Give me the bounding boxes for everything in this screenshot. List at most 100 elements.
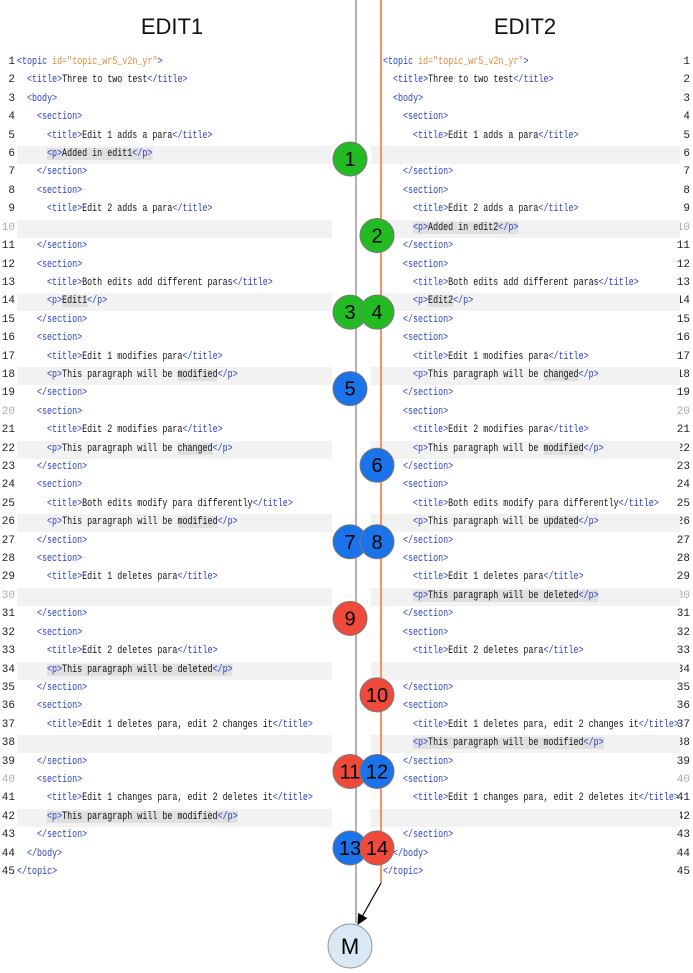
marker-circle bbox=[332, 141, 368, 177]
line-number: 42 bbox=[1, 810, 15, 823]
xml-tag: </section> bbox=[403, 681, 454, 694]
marker-circle bbox=[359, 294, 395, 330]
xml-tag: </title> bbox=[598, 276, 639, 289]
code-line: <p>This paragraph will be modified</p> bbox=[17, 514, 332, 533]
xml-tag: </p> bbox=[132, 148, 153, 161]
code-line: <title>Edit 2 adds a para</title> bbox=[371, 201, 680, 219]
xml-tag: <section> bbox=[37, 332, 83, 345]
code-line: <section> bbox=[17, 551, 332, 569]
xml-tag: <title> bbox=[413, 276, 449, 289]
xml-tag: <p> bbox=[413, 442, 429, 455]
code-line: <p>This paragraph will be deleted</p> bbox=[371, 587, 680, 606]
line-number: 21 bbox=[676, 424, 690, 437]
xml-tag: </topic> bbox=[383, 866, 424, 879]
change-marker-10: 10 bbox=[359, 677, 395, 713]
code-line: </section> bbox=[371, 680, 680, 698]
xml-tag: </title> bbox=[638, 718, 679, 731]
code-line: <section> bbox=[371, 625, 680, 643]
marker-circle bbox=[359, 524, 395, 560]
text: Edit 1 deletes para bbox=[82, 571, 178, 584]
changed-text: Edit1 bbox=[62, 295, 88, 308]
code-line: <p>Edit2</p> bbox=[371, 293, 680, 312]
xml-tag: </title> bbox=[618, 497, 659, 510]
change-marker-5: 5 bbox=[332, 371, 368, 407]
changed-text: changed bbox=[543, 368, 579, 381]
code-line: </section> bbox=[371, 533, 680, 551]
line-number: 20 bbox=[676, 405, 690, 418]
marker-label: 9 bbox=[344, 608, 355, 630]
marker-label: 14 bbox=[366, 838, 388, 860]
xml-tag: <title> bbox=[413, 497, 449, 510]
line-number: 20 bbox=[1, 405, 15, 418]
code-line: <topic id="topic_wr5_v2n_yr"> bbox=[17, 54, 332, 72]
line-number: 9 bbox=[8, 203, 15, 216]
line-number: 38 bbox=[1, 737, 15, 750]
xml-tag: </title> bbox=[182, 350, 223, 363]
xml-attribute: id="topic_wr5_v2n_yr" bbox=[52, 56, 158, 68]
line-number: 1 bbox=[8, 56, 15, 68]
line-number: 25 bbox=[1, 497, 15, 510]
code-line: <p>This paragraph will be modified</p> bbox=[371, 735, 680, 754]
xml-tag: </p> bbox=[583, 442, 604, 455]
line-number: 22 bbox=[676, 442, 690, 455]
line-number: 27 bbox=[676, 534, 690, 547]
line-number: 10 bbox=[1, 221, 15, 234]
line-number: 35 bbox=[676, 681, 690, 694]
xml-tag: <p> bbox=[47, 810, 63, 823]
code-line: <section> bbox=[371, 404, 680, 422]
code-line: <title>Edit 2 deletes para</title> bbox=[371, 643, 680, 661]
xml-tag: <title> bbox=[47, 718, 83, 731]
code-line bbox=[17, 587, 332, 606]
change-marker-2: 2 bbox=[359, 218, 395, 254]
code-line: <title>Both edits add different paras</t… bbox=[371, 275, 680, 293]
text: Edit 2 adds a para bbox=[82, 203, 173, 216]
code-line: <p>Added in edit2</p> bbox=[371, 219, 680, 238]
edit1-header: EDIT1 bbox=[140, 14, 204, 39]
changed-text: <p>Added in edit2</p> bbox=[413, 221, 519, 234]
changed-text: <p>This paragraph will be deleted</p> bbox=[47, 663, 233, 676]
xml-tag: <p> bbox=[413, 221, 429, 234]
marker-label: 1 bbox=[344, 149, 355, 171]
code-line: <title>Edit 1 deletes para</title> bbox=[371, 569, 680, 587]
line-number: 5 bbox=[8, 129, 15, 142]
code-line: </section> bbox=[17, 754, 332, 772]
code-line: </topic> bbox=[371, 864, 680, 882]
code-line: <p>This paragraph will be modified</p> bbox=[17, 366, 332, 385]
xml-tag: </title> bbox=[172, 203, 213, 216]
text: Edit 1 deletes para bbox=[448, 571, 544, 584]
xml-tag: </p> bbox=[212, 663, 233, 676]
line-number: 3 bbox=[683, 92, 690, 105]
xml-tag: </section> bbox=[37, 313, 88, 326]
code-line: </section> bbox=[17, 385, 332, 403]
line-number: 33 bbox=[676, 645, 690, 658]
change-marker-4: 4 bbox=[359, 294, 395, 330]
xml-tag: <title> bbox=[47, 350, 83, 363]
line-number: 42 bbox=[676, 810, 690, 823]
code-line: <title>Edit 1 deletes para, edit 2 chang… bbox=[17, 717, 332, 735]
xml-tag: </title> bbox=[548, 350, 589, 363]
xml-tag: <section> bbox=[37, 773, 83, 786]
xml-tag: <title> bbox=[27, 74, 63, 87]
text: Edit 2 adds a para bbox=[448, 203, 539, 216]
line-number: 16 bbox=[676, 332, 690, 345]
change-marker-1: 1 bbox=[332, 141, 368, 177]
xml-tag: </section> bbox=[403, 755, 454, 768]
code-line: </section> bbox=[17, 164, 332, 182]
line-number: 34 bbox=[1, 663, 15, 676]
text: Three to two test bbox=[62, 74, 148, 87]
xml-tag: </section> bbox=[403, 313, 454, 326]
change-marker-8: 8 bbox=[359, 524, 395, 560]
xml-tag: </p> bbox=[498, 221, 519, 234]
line-number: 12 bbox=[676, 258, 690, 271]
line-number: 6 bbox=[8, 148, 15, 161]
line-number: 37 bbox=[1, 718, 15, 731]
xml-tag: <body> bbox=[27, 92, 58, 105]
line-number: 2 bbox=[8, 74, 15, 87]
code-line: </topic> bbox=[17, 864, 332, 882]
line-number: 13 bbox=[676, 276, 690, 289]
code-line: <p>Added in edit1</p> bbox=[17, 146, 332, 165]
line-number: 19 bbox=[1, 387, 15, 400]
text: Edit 1 modifies para bbox=[82, 350, 183, 363]
xml-tag: </title> bbox=[232, 276, 273, 289]
code-line: <section> bbox=[371, 551, 680, 569]
